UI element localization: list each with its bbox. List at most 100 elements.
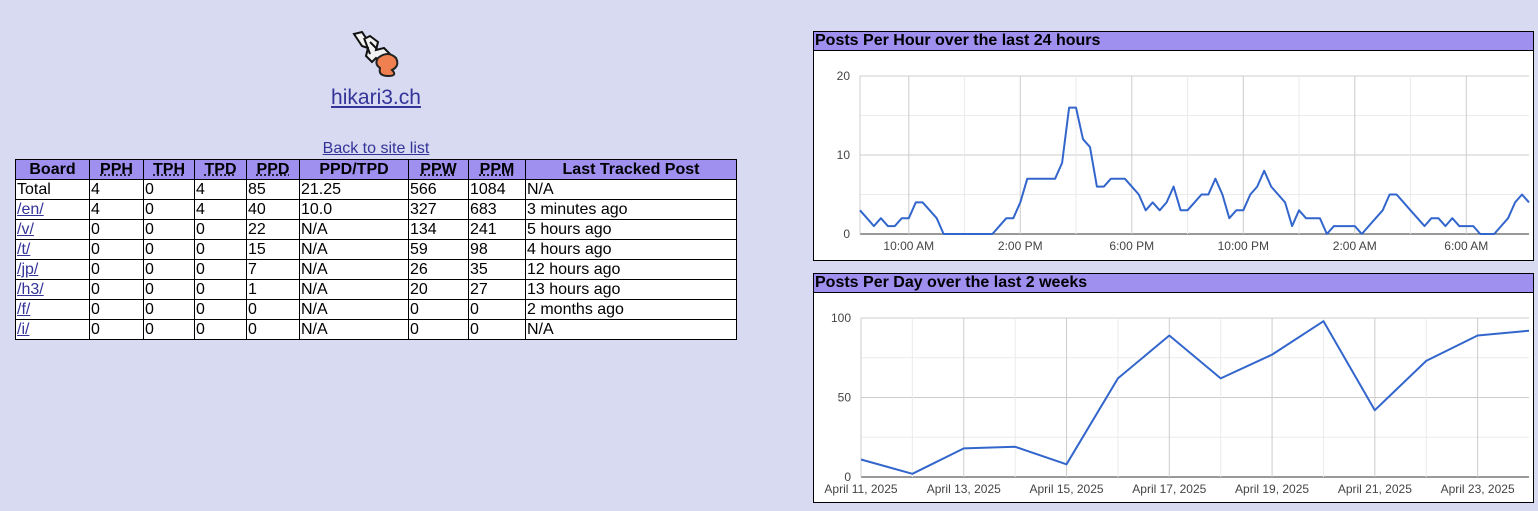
ppd-abbr: PPD (256, 161, 290, 178)
data-point (1346, 224, 1350, 228)
data-point (858, 208, 862, 212)
data-point (1013, 445, 1017, 449)
data-point (1478, 232, 1482, 236)
tpd-cell: 0 (194, 299, 247, 320)
data-point (1213, 177, 1217, 181)
ppd-tpd-cell: N/A (299, 319, 409, 340)
tpd-cell: 4 (194, 179, 247, 200)
series-line (860, 320, 1530, 475)
data-point (942, 232, 946, 236)
data-point (1325, 232, 1329, 236)
col-header-ppd: PPD (246, 159, 300, 180)
board-cell: /f/ (15, 299, 90, 320)
data-point (1144, 208, 1148, 212)
col-header-tph: TPH (143, 159, 195, 180)
data-point (1032, 177, 1036, 181)
tpd-cell: 0 (194, 219, 247, 240)
data-point (1318, 216, 1322, 220)
board-cell: Total (15, 179, 90, 200)
table-row: Total 4 0 4 85 21.25 566 1084 N/A (15, 179, 737, 200)
data-point (1065, 462, 1069, 466)
ppw-cell: 0 (408, 319, 469, 340)
site-title-link[interactable]: hikari3.ch (331, 86, 421, 109)
data-point (910, 472, 914, 476)
data-point (1199, 193, 1203, 197)
data-point (1311, 216, 1315, 220)
tph-abbr: TPH (153, 161, 185, 178)
board-link-f[interactable]: /f/ (17, 301, 31, 318)
tph-cell: 0 (143, 299, 195, 320)
data-point (1137, 193, 1141, 197)
data-point (1374, 216, 1378, 220)
data-point (872, 224, 876, 228)
board-link-i[interactable]: /i/ (17, 321, 30, 338)
data-point (1074, 106, 1078, 110)
data-point (1269, 185, 1273, 189)
data-point (962, 446, 966, 450)
data-point (963, 232, 967, 236)
data-point (1046, 177, 1050, 181)
last-tracked-cell: N/A (525, 179, 737, 200)
last-tracked-cell: 12 hours ago (525, 259, 737, 280)
data-point (997, 224, 1001, 228)
data-point (1088, 145, 1092, 149)
data-point (1270, 353, 1274, 357)
x-tick-label: 10:00 AM (883, 239, 934, 253)
last-tracked-cell: 13 hours ago (525, 279, 737, 300)
data-point (1018, 200, 1022, 204)
ppd-cell: 15 (246, 239, 300, 260)
ppm-cell: 98 (468, 239, 526, 260)
back-to-site-list-link[interactable]: Back to site list (322, 140, 430, 157)
data-point (1409, 208, 1413, 212)
data-point (1116, 177, 1120, 181)
data-point (1011, 216, 1015, 220)
ppm-abbr: PPM (479, 161, 515, 178)
data-point (990, 232, 994, 236)
ppd-cell: 22 (246, 219, 300, 240)
ppw-cell: 26 (408, 259, 469, 280)
data-point (1395, 193, 1399, 197)
y-tick-label: 20 (837, 69, 851, 83)
table-row: /t/ 0 0 0 15 N/A 59 98 4 hours ago (15, 239, 737, 260)
ppw-cell: 20 (408, 279, 469, 300)
ppd-cell: 85 (246, 179, 300, 200)
ppd-cell: 0 (246, 299, 300, 320)
table-row: /jp/ 0 0 0 7 N/A 26 35 12 hours ago (15, 259, 737, 280)
ppd-tpd-cell: N/A (299, 219, 409, 240)
ppm-cell: 1084 (468, 179, 526, 200)
data-point (1520, 193, 1524, 197)
board-link-jp[interactable]: /jp/ (17, 261, 39, 278)
board-link-en[interactable]: /en/ (17, 201, 44, 218)
data-point (1165, 200, 1169, 204)
data-point (1424, 359, 1428, 363)
data-point (1123, 177, 1127, 181)
data-point (1067, 106, 1071, 110)
board-link-v[interactable]: /v/ (17, 221, 34, 238)
data-point (1506, 216, 1510, 220)
board-cell: /v/ (15, 219, 90, 240)
data-point (859, 458, 863, 462)
data-point (1241, 208, 1245, 212)
data-point (1416, 216, 1420, 220)
board-link-t[interactable]: /t/ (17, 241, 31, 258)
last-tracked-cell: 3 minutes ago (525, 199, 737, 220)
last-tracked-cell: 2 months ago (525, 299, 737, 320)
ppm-cell: 0 (468, 299, 526, 320)
last-tracked-cell: 4 hours ago (525, 239, 737, 260)
y-tick-label: 50 (838, 391, 852, 405)
ppd-cell: 0 (246, 319, 300, 340)
data-point (1053, 177, 1057, 181)
data-point (1193, 200, 1197, 204)
ppm-cell: 0 (468, 319, 526, 340)
board-link-h3[interactable]: /h3/ (17, 281, 44, 298)
ppd-tpd-cell: N/A (299, 279, 409, 300)
data-point (1186, 208, 1190, 212)
data-point (1429, 216, 1433, 220)
last-tracked-cell: 5 hours ago (525, 219, 737, 240)
table-row: /v/ 0 0 0 22 N/A 134 241 5 hours ago (15, 219, 737, 240)
data-point (1276, 193, 1280, 197)
ppd-tpd-cell: N/A (299, 259, 409, 280)
y-tick-label: 0 (844, 470, 851, 484)
data-point (1367, 224, 1371, 228)
y-tick-label: 0 (843, 227, 850, 241)
